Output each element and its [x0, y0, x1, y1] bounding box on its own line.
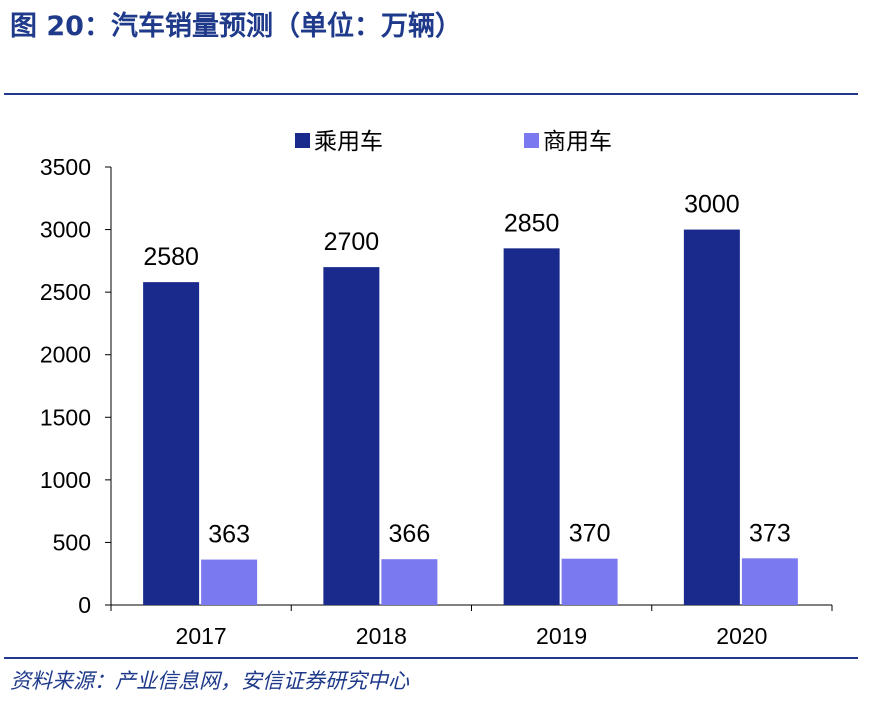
data-label-commercial: 363	[208, 521, 250, 549]
legend-label-commercial: 商用车	[543, 128, 612, 154]
title-divider	[4, 93, 858, 95]
y-tick-label: 2000	[40, 342, 91, 368]
data-label-commercial: 373	[749, 519, 791, 547]
y-tick-label: 1000	[40, 467, 91, 493]
bar-commercial	[201, 559, 258, 605]
legend-swatch-passenger	[295, 133, 310, 148]
x-axis: 2017 2018 2019 2020	[110, 604, 833, 649]
y-tick-label: 500	[53, 529, 91, 555]
data-label-passenger: 2850	[504, 209, 560, 237]
data-labels: 2580 2700 2850 3000 363 366 370 373	[143, 191, 790, 549]
y-tick-label: 3000	[40, 217, 91, 243]
x-tick-label: 2017	[176, 623, 227, 649]
data-label-commercial: 370	[569, 520, 611, 548]
bar-commercial	[741, 558, 798, 605]
x-tick-label: 2018	[356, 623, 407, 649]
legend-label-passenger: 乘用车	[314, 128, 383, 154]
data-label-passenger: 2700	[324, 228, 380, 256]
bar-passenger	[503, 248, 560, 606]
y-tick-label: 2500	[40, 279, 91, 305]
data-label-commercial: 366	[389, 520, 431, 548]
bar-passenger	[323, 267, 380, 605]
bar-chart: 乘用车 商用车 0 500 1000 1500 2000 2500 3000 3500 2017…	[40, 128, 833, 649]
legend-swatch-commercial	[524, 133, 539, 148]
bar-passenger	[143, 282, 200, 605]
x-tick-label: 2020	[716, 623, 767, 649]
bar-passenger	[683, 229, 740, 606]
bars	[143, 229, 798, 606]
data-label-passenger: 2580	[143, 243, 199, 271]
bar-commercial	[381, 559, 438, 605]
source-note: 资料来源：产业信息网，安信证券研究中心	[10, 669, 409, 693]
y-tick-label: 0	[78, 592, 91, 618]
y-axis: 0 500 1000 1500 2000 2500 3000 3500	[40, 154, 112, 618]
x-tick-label: 2019	[536, 623, 587, 649]
source-divider	[4, 657, 858, 659]
y-tick-label: 3500	[40, 154, 91, 180]
chart-legend: 乘用车 商用车	[295, 128, 612, 154]
data-label-passenger: 3000	[684, 191, 740, 219]
bar-commercial	[561, 558, 618, 605]
figure-title: 图 20：汽车销量预测（单位：万辆）	[10, 11, 462, 42]
y-tick-label: 1500	[40, 404, 91, 430]
